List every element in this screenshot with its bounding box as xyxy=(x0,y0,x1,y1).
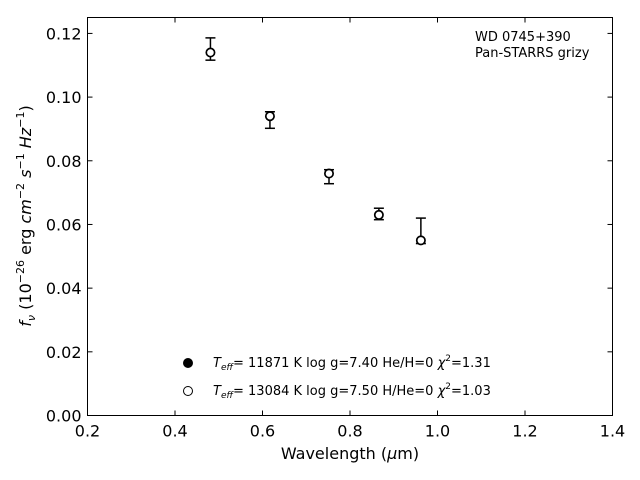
model-point-open xyxy=(416,236,426,245)
legend-marker-filled xyxy=(183,358,193,368)
model-point-open xyxy=(374,210,384,220)
y-tick-label: 0.02 xyxy=(46,343,82,362)
legend-marker-open xyxy=(183,386,193,396)
plot-frame xyxy=(87,17,613,416)
legend-label-2: Teff= 13084 K log g=7.50 H/He=0 χ2=1.03 xyxy=(213,382,491,401)
x-tick-label: 1.2 xyxy=(512,422,537,441)
x-tick-label: 0.8 xyxy=(337,422,362,441)
x-tick-label: 0.6 xyxy=(250,422,275,441)
x-tick-label: 0.2 xyxy=(75,422,100,441)
y-tick-label: 0.00 xyxy=(46,407,82,426)
model-point-open xyxy=(324,169,334,178)
model-point-open xyxy=(206,48,215,57)
legend-label-1: Teff= 11871 K log g=7.40 He/H=0 χ2=1.31 xyxy=(213,354,491,373)
annotation-line-1: WD 0745+390 xyxy=(475,30,571,45)
annotation-line-2: Pan-STARRS grizy xyxy=(475,46,590,61)
y-tick-label: 0.10 xyxy=(46,88,82,107)
x-tick-label: 1.0 xyxy=(425,422,450,441)
y-tick-label: 0.12 xyxy=(46,24,82,43)
x-tick-label: 0.4 xyxy=(162,422,187,441)
model-point-open xyxy=(265,111,275,121)
y-tick-label: 0.08 xyxy=(46,152,82,171)
legend: Teff= 11871 K log g=7.40 He/H=0 χ2=1.31 … xyxy=(183,354,491,401)
x-tick-label: 1.4 xyxy=(600,422,625,441)
y-tick-label: 0.04 xyxy=(46,279,82,298)
y-tick-label: 0.06 xyxy=(46,215,82,234)
y-axis-label: fν (10−26 erg cm−2 s−1 Hz−1) xyxy=(14,105,38,326)
x-axis-label: Wavelength (μm) xyxy=(281,444,419,463)
